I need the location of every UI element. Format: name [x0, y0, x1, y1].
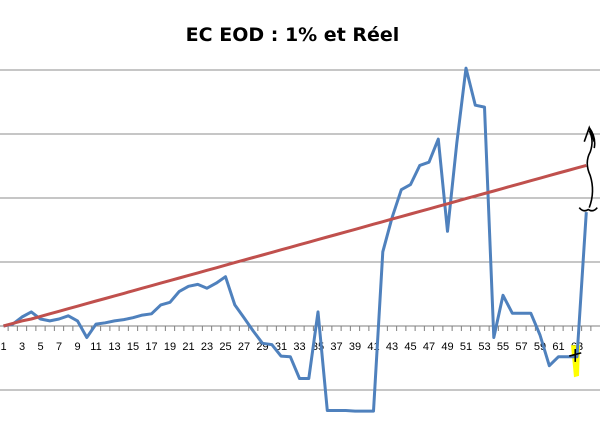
- x-tick-label: 39: [349, 341, 361, 353]
- series-line-2: [3, 163, 587, 328]
- x-tick-label: 17: [145, 341, 157, 353]
- x-tick-labels: 1 3 5 7 9 11 13 15 17 19 21 23 25 27 29 31 33 35 37 39 41 43 4…: [0, 341, 583, 353]
- x-tick-label: 11: [90, 341, 101, 353]
- x-axis: [0, 325, 600, 331]
- x-tick-label: 45: [404, 341, 416, 353]
- x-tick-label: 15: [127, 341, 139, 353]
- x-tick-label: 23: [201, 341, 213, 353]
- x-tick-label: 37: [330, 341, 342, 353]
- x-tick-label: 55: [497, 341, 509, 353]
- x-tick-label: 49: [441, 341, 453, 353]
- chart-title: EC EOD : 1% et Réel: [185, 24, 400, 46]
- x-tick-label: 3: [19, 341, 25, 353]
- x-tick-label: 25: [219, 341, 231, 353]
- hand-cross-mark: [569, 349, 582, 362]
- x-tick-label: 43: [386, 341, 398, 353]
- x-tick-label: 47: [423, 341, 435, 353]
- x-tick-label: 19: [164, 341, 176, 353]
- x-tick-label: 27: [238, 341, 250, 353]
- handwritten-annotation: [569, 125, 598, 362]
- x-tick-label: 51: [460, 341, 472, 353]
- x-tick-label: 13: [108, 341, 120, 353]
- hand-arrow-mark: [583, 125, 596, 149]
- x-tick-label: 9: [74, 341, 80, 353]
- series-line-1: [3, 66, 588, 413]
- x-tick-label: 57: [515, 341, 527, 353]
- x-tick-label: 53: [478, 341, 490, 353]
- x-tick-label: 61: [552, 341, 564, 353]
- series-lines: [3, 66, 588, 413]
- x-tick-label: 7: [56, 341, 62, 353]
- x-tick-label: 21: [182, 341, 194, 353]
- x-tick-label: 1: [0, 341, 6, 353]
- x-tick-label: 33: [293, 341, 305, 353]
- hand-brace-mark: [586, 130, 594, 208]
- x-tick-label: 5: [37, 341, 43, 353]
- gridlines: [0, 69, 600, 391]
- hand-bracket-mark: [578, 207, 598, 212]
